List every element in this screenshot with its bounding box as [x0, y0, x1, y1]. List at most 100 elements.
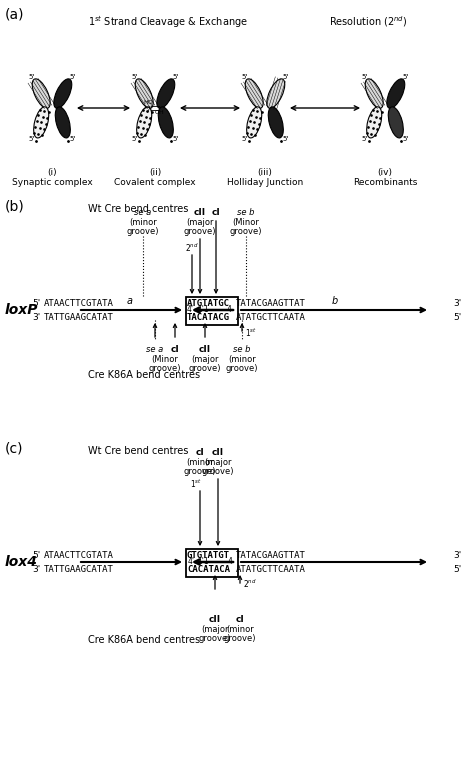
- Ellipse shape: [268, 107, 283, 138]
- Text: TATTGAAGCATAT: TATTGAAGCATAT: [44, 312, 114, 322]
- Text: cII: cII: [199, 345, 211, 354]
- Text: Wt Cre bend centres: Wt Cre bend centres: [88, 204, 188, 214]
- Text: 4': 4': [186, 305, 193, 315]
- Text: 5': 5': [32, 550, 40, 560]
- Ellipse shape: [367, 107, 382, 138]
- Text: (b): (b): [5, 200, 25, 214]
- Text: 1'1: 1'1: [197, 305, 209, 315]
- Text: 5': 5': [241, 74, 248, 80]
- Text: (major: (major: [201, 625, 229, 634]
- Ellipse shape: [137, 107, 152, 138]
- Text: ATATGCTTCAATA: ATATGCTTCAATA: [236, 312, 306, 322]
- Text: Cre K86A bend centres: Cre K86A bend centres: [88, 370, 200, 380]
- Text: TACATACG: TACATACG: [187, 312, 230, 322]
- Text: 5': 5': [283, 74, 289, 80]
- Ellipse shape: [387, 79, 405, 109]
- Text: ATAACTTCGTATA: ATAACTTCGTATA: [44, 298, 114, 308]
- Text: groove): groove): [189, 364, 221, 373]
- Text: cII: cII: [194, 208, 206, 217]
- Text: 5': 5': [28, 136, 35, 142]
- Text: Recombinants: Recombinants: [353, 178, 417, 187]
- Text: TATACGAAGTTAT: TATACGAAGTTAT: [236, 550, 306, 560]
- Text: 1$^{st}$: 1$^{st}$: [245, 327, 257, 339]
- Text: Wt Cre bend centres: Wt Cre bend centres: [88, 446, 188, 456]
- Text: groove): groove): [199, 634, 231, 643]
- Ellipse shape: [135, 79, 153, 109]
- Text: 4: 4: [228, 557, 232, 567]
- Text: 5': 5': [172, 136, 179, 142]
- Text: groove): groove): [127, 227, 159, 236]
- Text: 3': 3': [453, 298, 461, 308]
- Text: groove): groove): [184, 227, 216, 236]
- Text: 2$^{nd}$: 2$^{nd}$: [185, 242, 199, 254]
- Ellipse shape: [388, 107, 403, 138]
- Text: 5': 5': [362, 74, 368, 80]
- Text: TATACGAAGTTAT: TATACGAAGTTAT: [236, 298, 306, 308]
- Text: 5': 5': [69, 136, 75, 142]
- Text: 5': 5': [362, 136, 368, 142]
- Ellipse shape: [54, 79, 72, 109]
- Text: 2$^{nd}$: 2$^{nd}$: [243, 578, 257, 591]
- Text: 4': 4': [188, 557, 194, 567]
- Text: 3': 3': [32, 564, 40, 574]
- Text: se a: se a: [134, 208, 152, 217]
- Text: 5': 5': [453, 312, 461, 322]
- Text: groove): groove): [224, 634, 256, 643]
- Text: (i): (i): [47, 168, 57, 177]
- Text: se b: se b: [237, 208, 255, 217]
- Bar: [186, 549, 238, 577]
- Ellipse shape: [32, 79, 50, 109]
- Text: (iii): (iii): [257, 168, 273, 177]
- Text: 5': 5': [241, 136, 248, 142]
- Text: cI: cI: [236, 615, 245, 624]
- Text: 5': 5': [32, 298, 40, 308]
- Ellipse shape: [158, 107, 173, 138]
- Text: (Minor: (Minor: [152, 355, 178, 364]
- Text: 5': 5': [453, 564, 461, 574]
- Bar: [186, 297, 238, 325]
- Text: groove): groove): [230, 227, 262, 236]
- Text: 5': 5': [131, 74, 138, 80]
- Text: 3': 3': [32, 312, 40, 322]
- Text: b: b: [332, 296, 338, 306]
- Text: (a): (a): [5, 8, 25, 22]
- Text: a: a: [127, 296, 133, 306]
- Text: 5': 5': [402, 74, 409, 80]
- Text: groove): groove): [184, 467, 216, 476]
- Text: (minor: (minor: [186, 458, 214, 467]
- Text: 3': 3': [453, 550, 461, 560]
- Ellipse shape: [157, 79, 175, 109]
- Text: Synaptic complex: Synaptic complex: [12, 178, 92, 187]
- Text: GTGTATGT: GTGTATGT: [187, 550, 230, 560]
- Text: lox4: lox4: [5, 555, 38, 569]
- Text: (iv): (iv): [377, 168, 392, 177]
- Text: Resolution (2$^{nd}$): Resolution (2$^{nd}$): [329, 14, 407, 29]
- Text: HO: HO: [143, 100, 153, 106]
- Ellipse shape: [55, 107, 70, 138]
- Text: groove): groove): [226, 364, 258, 373]
- Text: Cre K86A bend centres: Cre K86A bend centres: [88, 635, 200, 645]
- Text: (c): (c): [5, 442, 24, 456]
- Text: ATATGCTTCAATA: ATATGCTTCAATA: [236, 564, 306, 574]
- Text: (major: (major: [186, 218, 214, 227]
- Text: Covalent complex: Covalent complex: [114, 178, 196, 187]
- Text: se b: se b: [233, 345, 251, 354]
- Text: groove): groove): [202, 467, 234, 476]
- Text: 5': 5': [283, 136, 289, 142]
- Text: (minor: (minor: [226, 625, 254, 634]
- Text: 5': 5': [69, 74, 75, 80]
- Text: (Minor: (Minor: [233, 218, 259, 227]
- Text: TATTGAAGCATAT: TATTGAAGCATAT: [44, 564, 114, 574]
- Ellipse shape: [365, 79, 383, 109]
- Text: 1$^{st}$: 1$^{st}$: [190, 478, 202, 490]
- Text: 4: 4: [227, 305, 231, 315]
- Text: 1$^{st}$ Strand Cleavage & Exchange: 1$^{st}$ Strand Cleavage & Exchange: [88, 14, 248, 30]
- Text: 5': 5': [172, 74, 179, 80]
- Text: Holliday Junction: Holliday Junction: [227, 178, 303, 187]
- Text: 1'1: 1'1: [197, 557, 209, 567]
- Text: 5': 5': [28, 74, 35, 80]
- Text: cII: cII: [212, 448, 224, 457]
- Text: (major: (major: [191, 355, 219, 364]
- Text: groove): groove): [149, 364, 181, 373]
- Text: cI: cI: [171, 345, 179, 354]
